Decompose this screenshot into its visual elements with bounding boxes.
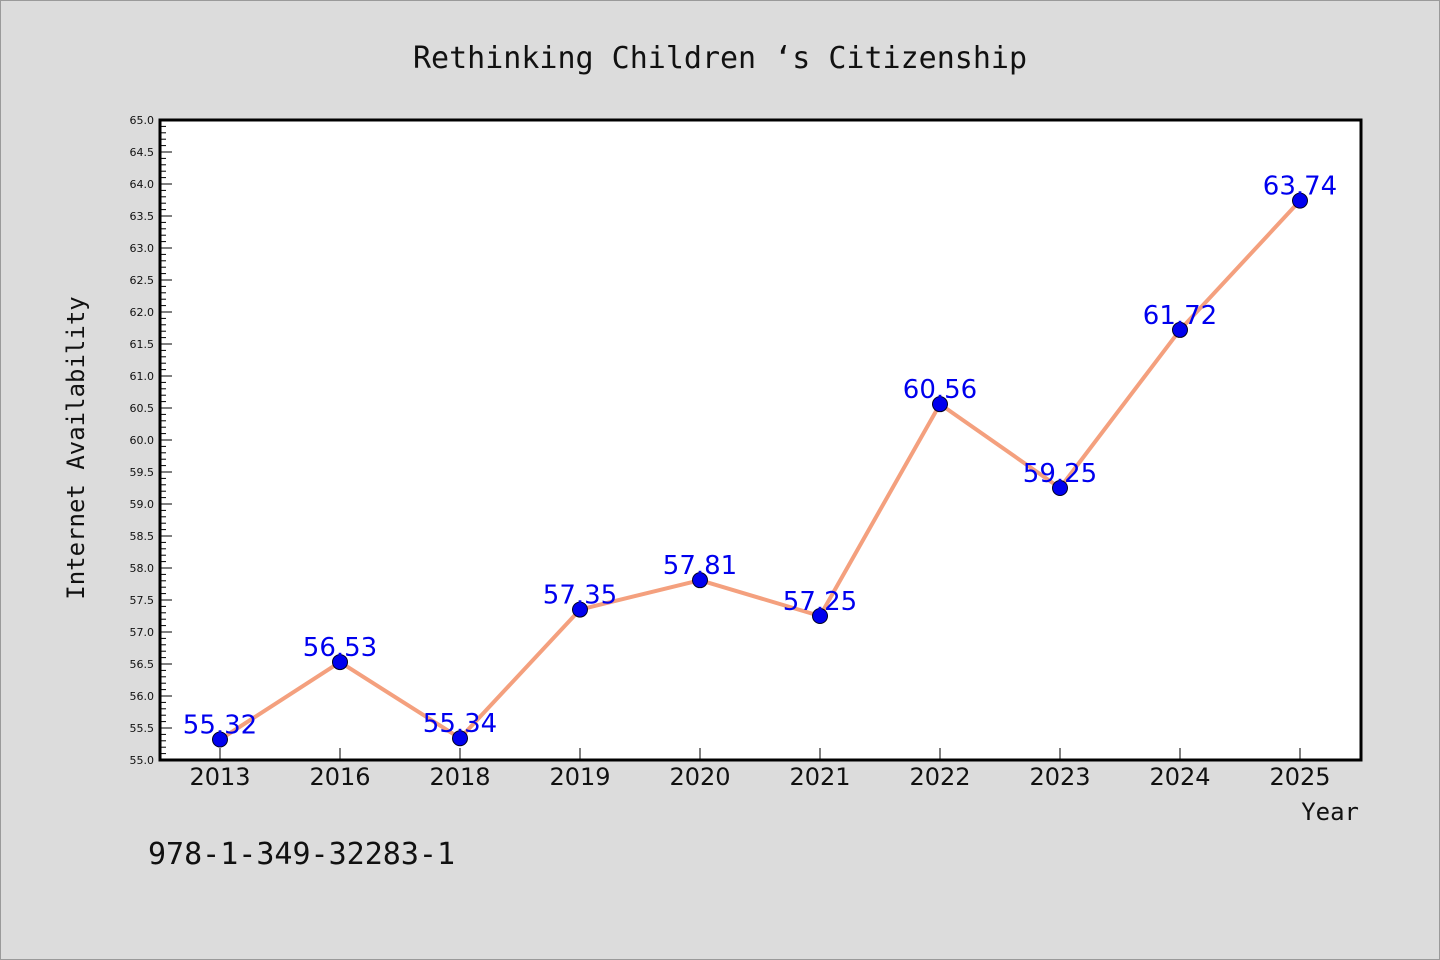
y-tick-label: 64.5 xyxy=(130,146,155,159)
y-tick-label: 61.5 xyxy=(130,338,155,351)
data-label: 56.53 xyxy=(303,633,377,663)
x-tick-label: 2025 xyxy=(1269,763,1330,791)
y-tick-label: 62.0 xyxy=(130,306,155,319)
data-point xyxy=(572,601,588,618)
x-tick-label: 2019 xyxy=(549,763,610,791)
data-labels: 55.32 56.53 55.34 57.35 57.81 57.25 60.56 59.25… xyxy=(183,172,1337,741)
x-tick-label: 2021 xyxy=(789,763,850,791)
data-label: 55.34 xyxy=(423,709,497,739)
x-tick-label: 2024 xyxy=(1149,763,1210,791)
y-axis: 55.0 55.5 56.0 56.5 57.0 57.5 58.0 58.5 59.0 59.5… xyxy=(130,114,172,767)
data-point xyxy=(692,572,708,589)
y-tick-label: 55.5 xyxy=(130,722,155,735)
data-point xyxy=(1052,480,1068,496)
isbn-text: 978-1-349-32283-1 xyxy=(148,837,455,872)
data-label: 57.35 xyxy=(543,581,617,611)
data-point xyxy=(1172,321,1188,338)
data-point xyxy=(212,731,228,748)
x-tick-label: 2018 xyxy=(429,763,490,791)
x-tick-label: 2016 xyxy=(309,763,370,791)
x-tick-label: 2020 xyxy=(669,763,730,791)
y-tick-label: 56.0 xyxy=(130,690,155,703)
y-tick-label: 62.5 xyxy=(130,274,155,287)
data-label: 57.25 xyxy=(783,587,857,617)
data-point xyxy=(332,654,348,671)
y-tick-label: 60.0 xyxy=(130,434,155,447)
data-label: 57.81 xyxy=(663,551,737,581)
data-label: 60.56 xyxy=(903,375,977,405)
y-tick-label: 59.0 xyxy=(130,498,155,511)
x-axis-label: Year xyxy=(1301,798,1359,826)
y-axis-label: Internet Availability xyxy=(62,296,90,599)
y-tick-label: 65.0 xyxy=(130,114,155,127)
series-line xyxy=(218,199,1302,742)
data-point xyxy=(452,730,468,747)
series-polyline xyxy=(218,199,1302,742)
y-tick-label: 58.5 xyxy=(130,530,155,543)
series-points xyxy=(212,192,1308,748)
data-point xyxy=(932,396,948,413)
y-tick-label: 60.5 xyxy=(130,402,155,415)
x-tick-label: 2013 xyxy=(189,763,250,791)
y-tick-label: 57.5 xyxy=(130,594,155,607)
y-tick-label: 58.0 xyxy=(130,562,155,575)
x-tick-label: 2022 xyxy=(909,763,970,791)
y-tick-label: 64.0 xyxy=(130,178,155,191)
plot-area xyxy=(158,118,1363,762)
x-tick-label: 2023 xyxy=(1029,763,1090,791)
chart-title: Rethinking Children ‘s Citizenship xyxy=(413,41,1027,76)
data-label: 55.32 xyxy=(183,711,257,741)
data-label: 59.25 xyxy=(1023,459,1097,489)
data-label: 63.74 xyxy=(1263,172,1337,202)
y-tick-label: 55.0 xyxy=(130,754,155,767)
x-axis: 2013 2016 2018 2019 2020 2021 2022 2023 2024 2025 xyxy=(189,748,1331,791)
data-point xyxy=(812,608,828,624)
data-point xyxy=(1292,192,1308,209)
y-tick-label: 59.5 xyxy=(130,466,155,479)
y-tick-label: 63.5 xyxy=(130,210,155,223)
y-tick-label: 61.0 xyxy=(130,370,155,383)
data-label: 61.72 xyxy=(1143,301,1217,331)
y-tick-label: 57.0 xyxy=(130,626,155,639)
y-tick-label: 56.5 xyxy=(130,658,155,671)
y-tick-label: 63.0 xyxy=(130,242,155,255)
